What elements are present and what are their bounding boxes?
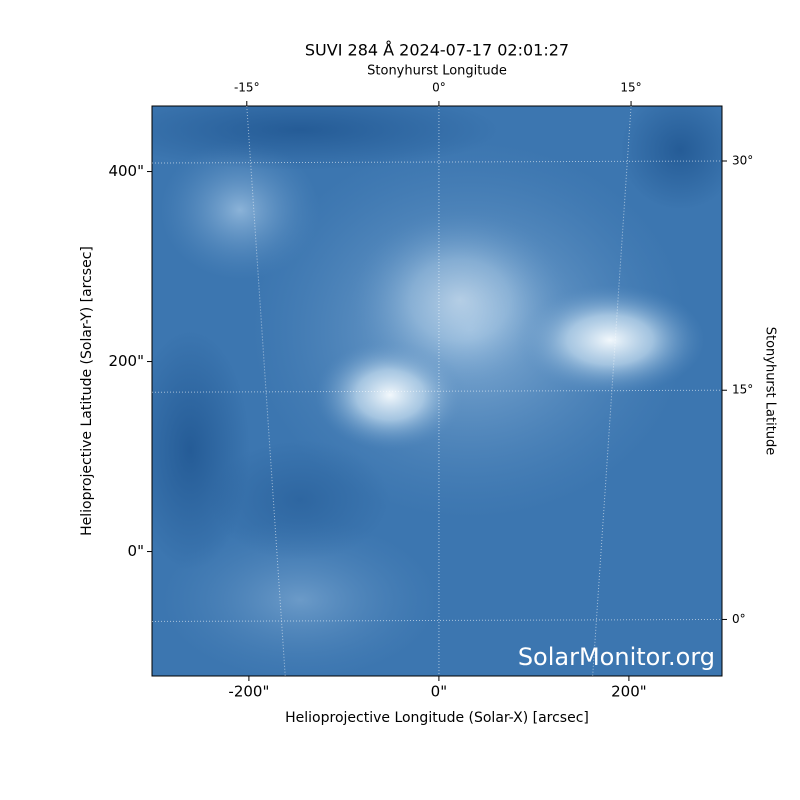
y2-tick-label: 0° — [732, 612, 746, 626]
chart-title: SUVI 284 Å 2024-07-17 02:01:27 — [305, 41, 569, 60]
grid-line — [151, 618, 723, 622]
y-tick-label: 200" — [108, 352, 144, 370]
x-axis-label: Helioprojective Longitude (Solar-X) [arc… — [285, 710, 589, 726]
grid-line — [151, 160, 723, 164]
y2-tick-label: 30° — [732, 154, 753, 168]
y-tick-label: 400" — [108, 162, 144, 180]
y2-tick-label: 15° — [732, 383, 753, 397]
y-axis-label: Helioprojective Latitude (Solar-Y) [arcs… — [79, 246, 95, 536]
x2-tick-label: 15° — [620, 81, 641, 95]
x2-axis-label: Stonyhurst Longitude — [367, 64, 507, 79]
plot-frame — [151, 105, 723, 677]
x-tick-label: -200" — [228, 683, 269, 701]
y-tick-label: 0" — [128, 542, 144, 560]
watermark: SolarMonitor.org — [518, 643, 715, 671]
solar-image — [152, 106, 722, 676]
y2-axis-label: Stonyhurst Latitude — [763, 327, 778, 456]
grid-line — [246, 105, 286, 677]
x2-tick-label: -15° — [234, 81, 260, 95]
x-tick-label: 0" — [431, 683, 447, 701]
x2-tick-label: 0° — [432, 81, 446, 95]
x-tick-label: 200" — [611, 683, 647, 701]
grid-line — [151, 389, 723, 393]
